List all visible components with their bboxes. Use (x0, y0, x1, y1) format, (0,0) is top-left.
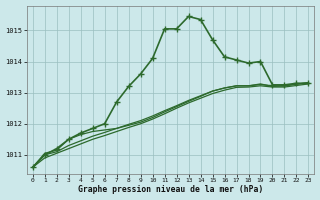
X-axis label: Graphe pression niveau de la mer (hPa): Graphe pression niveau de la mer (hPa) (78, 185, 263, 194)
